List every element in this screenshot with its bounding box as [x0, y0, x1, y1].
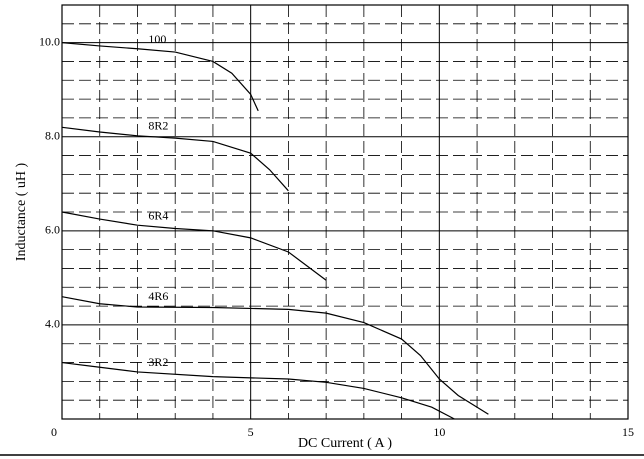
series-line [61, 296, 489, 415]
series-line [61, 361, 455, 420]
x-tick-label: 0 [51, 425, 57, 439]
series-label: 4R6 [148, 289, 168, 303]
y-tick-label: 6.0 [45, 223, 60, 237]
series-label: 3R2 [148, 355, 168, 369]
series-label: 8R2 [148, 119, 168, 133]
series-line [61, 126, 289, 192]
x-tick-label: 10 [433, 425, 445, 439]
y-tick-label: 10.0 [39, 34, 60, 48]
x-tick-label: 15 [622, 425, 634, 439]
x-tick-label: 5 [248, 425, 254, 439]
y-axis-title: Inductance ( uH ) [14, 162, 29, 261]
series-line [61, 211, 327, 281]
y-tick-label: 8.0 [45, 128, 60, 142]
series-label: 6R4 [148, 209, 168, 223]
y-tick-label: 4.0 [45, 317, 60, 331]
series-label: 100 [148, 32, 166, 46]
series-line [61, 42, 259, 112]
x-axis-title: DC Current ( A ) [298, 436, 392, 451]
